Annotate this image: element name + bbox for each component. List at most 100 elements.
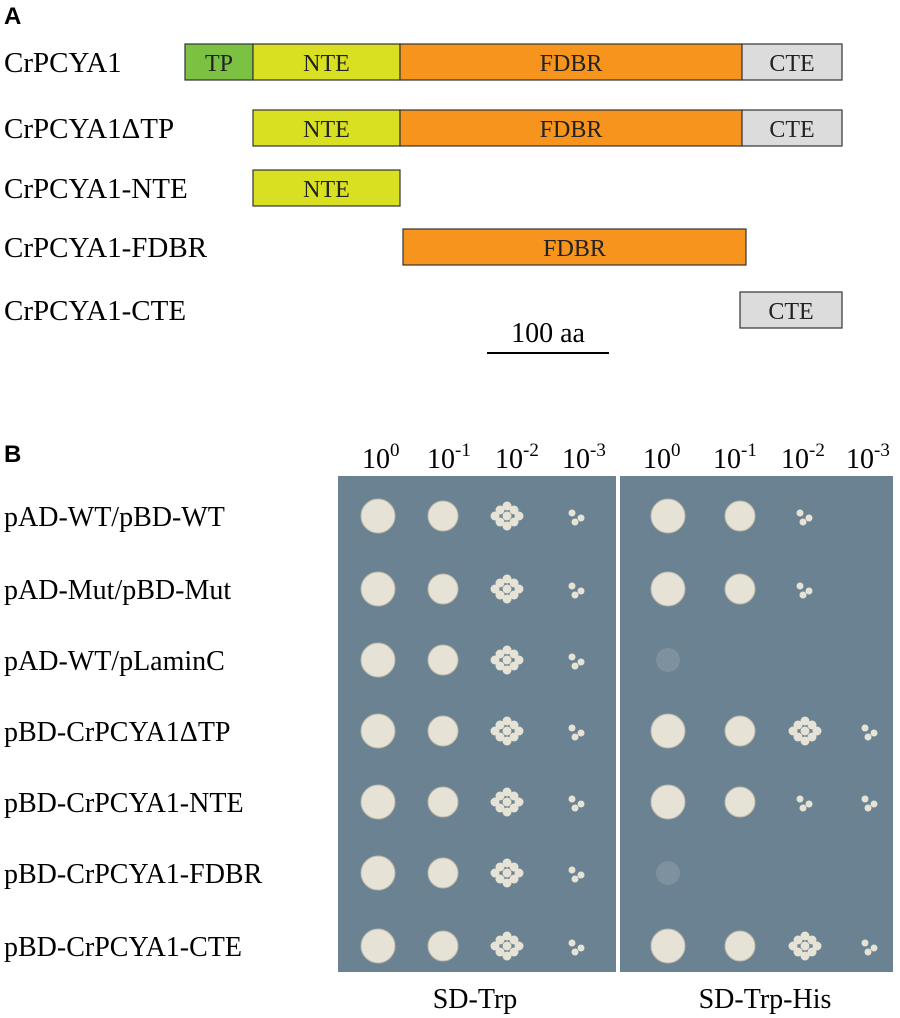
- colony: [502, 726, 512, 736]
- dilution-exponent: -3: [874, 440, 890, 461]
- colony: [360, 855, 396, 891]
- colony: [495, 517, 505, 527]
- colony: [799, 804, 807, 812]
- colony: [509, 935, 519, 945]
- dilution-label: 10-3: [562, 440, 606, 475]
- colony: [495, 720, 505, 730]
- colony: [788, 726, 798, 736]
- colony: [800, 736, 810, 746]
- colony: [502, 521, 512, 531]
- colony: [650, 713, 686, 749]
- colony: [495, 505, 505, 515]
- dilution-label: 10-1: [713, 440, 757, 475]
- colony: [799, 518, 807, 526]
- colony: [427, 573, 459, 605]
- colony: [805, 587, 813, 595]
- colony: [502, 797, 512, 807]
- colony: [793, 935, 803, 945]
- colony: [577, 944, 585, 952]
- colony: [571, 804, 579, 812]
- colony: [514, 584, 524, 594]
- domain-label: FDBR: [543, 236, 606, 262]
- colony: [495, 862, 505, 872]
- colony: [805, 800, 813, 808]
- colony: [360, 713, 396, 749]
- construct-name: CrPCYA1-FDBR: [4, 232, 208, 264]
- colony: [724, 786, 756, 818]
- construct-name: CrPCYA1-CTE: [4, 295, 186, 327]
- colony: [656, 861, 680, 885]
- colony: [509, 720, 519, 730]
- strain-label: pAD-Mut/pBD-Mut: [4, 575, 231, 606]
- dilution-exponent: -1: [455, 440, 471, 461]
- dilution-exponent: -3: [590, 440, 606, 461]
- colony: [360, 498, 396, 534]
- colony: [502, 665, 512, 675]
- colony: [514, 655, 524, 665]
- colony: [509, 517, 519, 527]
- colony: [502, 951, 512, 961]
- plate-label: SD-Trp: [433, 984, 518, 1015]
- colony: [490, 511, 500, 521]
- dilution-exponent: -2: [523, 440, 539, 461]
- domain-label: NTE: [303, 117, 350, 143]
- colony: [495, 590, 505, 600]
- colony: [509, 803, 519, 813]
- domain-box: [399, 109, 743, 147]
- strain-label: pBD-CrPCYA1-CTE: [4, 932, 242, 963]
- colony: [502, 878, 512, 888]
- dilution-label: 10-2: [781, 440, 825, 475]
- domain-label: CTE: [769, 51, 814, 77]
- colony: [509, 578, 519, 588]
- colony: [495, 803, 505, 813]
- colony: [509, 791, 519, 801]
- strain-label: pBD-CrPCYA1-NTE: [4, 788, 244, 819]
- colony: [807, 732, 817, 742]
- colony: [577, 658, 585, 666]
- colony: [502, 574, 512, 584]
- colony: [864, 804, 872, 812]
- dilution-base: 10: [643, 444, 671, 475]
- colony: [509, 732, 519, 742]
- domain-label: CTE: [769, 117, 814, 143]
- colony: [656, 648, 680, 672]
- colony: [427, 644, 459, 676]
- colony: [568, 795, 576, 803]
- colony: [490, 797, 500, 807]
- colony: [650, 498, 686, 534]
- colony: [495, 935, 505, 945]
- domain-label: CTE: [768, 299, 813, 325]
- colony: [509, 590, 519, 600]
- colony: [577, 729, 585, 737]
- colony: [861, 724, 869, 732]
- colony: [799, 591, 807, 599]
- colony: [509, 649, 519, 659]
- colony: [793, 947, 803, 957]
- domain-box: [402, 228, 747, 266]
- colony: [870, 729, 878, 737]
- dilution-label: 100: [643, 440, 681, 475]
- colony: [724, 573, 756, 605]
- colony: [427, 715, 459, 747]
- colony: [571, 518, 579, 526]
- colony: [571, 591, 579, 599]
- dilution-base: 10: [362, 444, 390, 475]
- colony: [800, 931, 810, 941]
- colony: [514, 797, 524, 807]
- dilution-exponent: 0: [671, 440, 681, 461]
- dilution-base: 10: [427, 444, 455, 475]
- colony: [502, 594, 512, 604]
- strain-label: pAD-WT/pBD-WT: [4, 502, 225, 533]
- colony: [490, 726, 500, 736]
- colony: [724, 500, 756, 532]
- colony: [502, 511, 512, 521]
- colony: [568, 509, 576, 517]
- colony: [509, 862, 519, 872]
- domain-box: [252, 169, 401, 207]
- colony: [796, 582, 804, 590]
- colony: [571, 875, 579, 883]
- colony: [495, 947, 505, 957]
- colony: [807, 935, 817, 945]
- colony: [577, 871, 585, 879]
